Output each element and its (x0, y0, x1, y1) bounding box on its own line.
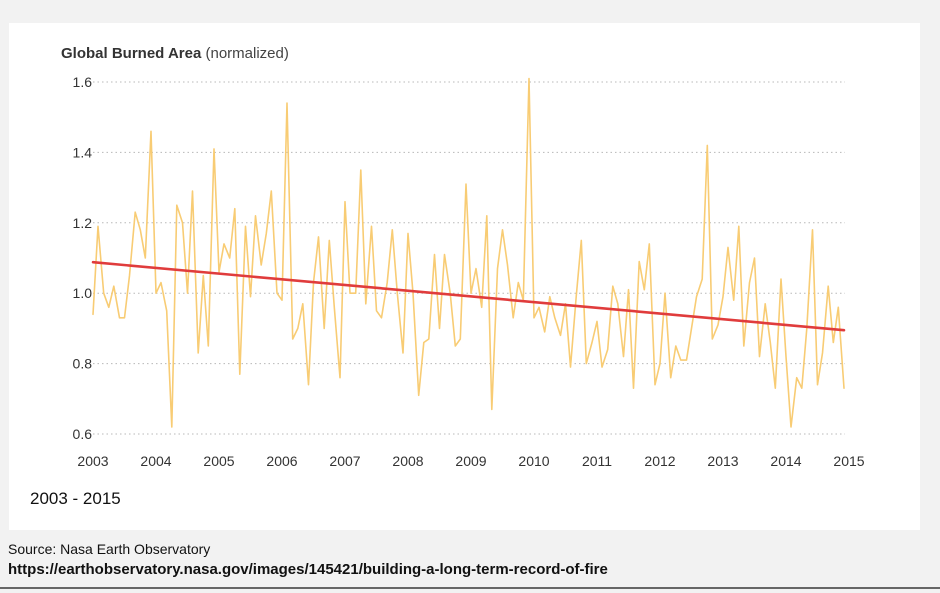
y-tick-label-1.4: 1.4 (73, 144, 93, 160)
burned-area-series-line (92, 77, 845, 428)
series-layer (91, 77, 846, 428)
y-tick-label-0.8: 0.8 (73, 356, 93, 372)
chart-title-sub: (normalized) (205, 45, 289, 62)
x-tick-label-2008: 2008 (392, 453, 423, 469)
x-tick-label-2013: 2013 (707, 453, 738, 469)
source-label: Source: Nasa Earth Observatory (8, 541, 211, 557)
tick-layer: 0.6 0.8 1.0 1.2 1.4 1.6 2003 2004 2005 2006 2007 20… (73, 74, 865, 469)
chart-title: Global Burned Area (normalized) (61, 45, 289, 62)
x-tick-label-2009: 2009 (455, 453, 486, 469)
date-range-label: 2003 - 2015 (30, 489, 121, 508)
x-tick-label-2010: 2010 (518, 453, 549, 469)
x-tick-label-2004: 2004 (140, 453, 171, 469)
chart-panel (9, 23, 920, 530)
trend-line (91, 260, 846, 332)
grid-layer (93, 81, 845, 435)
x-tick-label-2006: 2006 (266, 453, 297, 469)
y-tick-label-1.6: 1.6 (73, 74, 93, 90)
source-url: https://earthobservatory.nasa.gov/images… (8, 561, 608, 578)
chart-title-main: Global Burned Area (61, 45, 202, 62)
x-tick-label-2011: 2011 (582, 453, 612, 469)
y-tick-label-1.0: 1.0 (73, 285, 93, 301)
x-tick-label-2012: 2012 (644, 453, 675, 469)
y-tick-label-0.6: 0.6 (73, 426, 93, 442)
x-tick-label-2007: 2007 (329, 453, 360, 469)
x-tick-label-2014: 2014 (770, 453, 801, 469)
y-tick-label-1.2: 1.2 (73, 215, 93, 231)
x-tick-label-2003: 2003 (77, 453, 108, 469)
x-tick-label-2005: 2005 (203, 453, 234, 469)
x-tick-label-2015: 2015 (833, 453, 864, 469)
bottom-divider (0, 587, 940, 589)
